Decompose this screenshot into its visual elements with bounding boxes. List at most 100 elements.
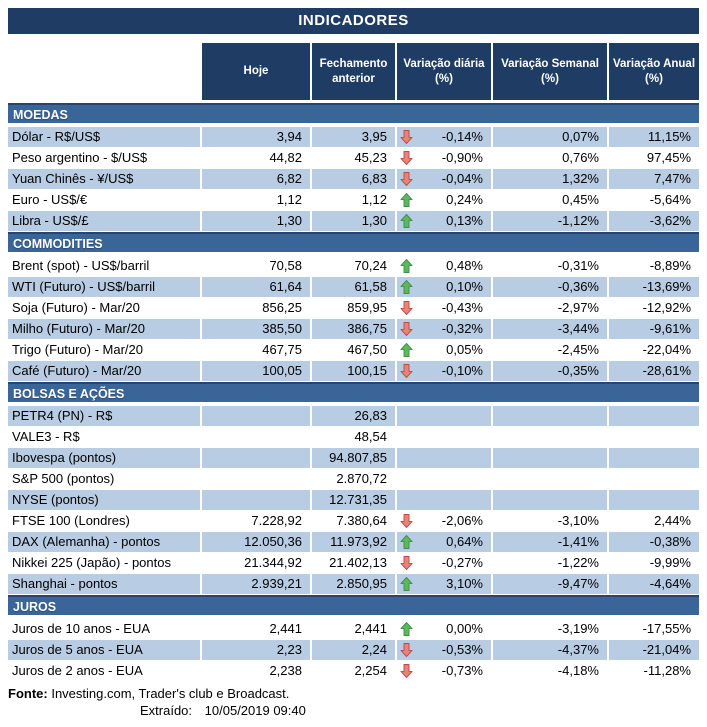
table-row: Trigo (Futuro) - Mar/20 467,75 467,50 0,05%… [8, 340, 699, 360]
row-label: Shanghai - pontos [8, 574, 200, 594]
variacao-diaria-cell: -2,06% [397, 511, 491, 531]
section-header-bolsas-e-acoes: BOLSAS E AÇÕES [8, 382, 699, 402]
hoje-value: 2,23 [202, 640, 310, 660]
variacao-diaria-cell [397, 427, 491, 447]
variacao-anual-value: -21,04% [609, 640, 699, 660]
variacao-diaria-cell: -0,73% [397, 661, 491, 681]
row-label: DAX (Alemanha) - pontos [8, 532, 200, 552]
fechamento-anterior-value: 94.807,85 [312, 448, 395, 468]
variacao-diaria-cell: -0,04% [397, 169, 491, 189]
fechamento-anterior-value: 1,12 [312, 190, 395, 210]
variacao-diaria-cell: -0,53% [397, 640, 491, 660]
variacao-semanal-value: 0,07% [493, 127, 607, 147]
trend-up-icon [400, 342, 413, 358]
fechamento-anterior-value: 2,441 [312, 619, 395, 639]
row-label: Ibovespa (pontos) [8, 448, 200, 468]
table-row: Soja (Futuro) - Mar/20 856,25 859,95 -0,43%… [8, 298, 699, 318]
variacao-diaria-value: 0,24% [446, 192, 483, 207]
table-row: Yuan Chinês - ¥/US$ 6,82 6,83 -0,04% 1,32% 7,… [8, 169, 699, 189]
trend-down-icon [400, 129, 413, 145]
table-row: Brent (spot) - US$/barril 70,58 70,24 0,48%… [8, 256, 699, 276]
variacao-diaria-cell [397, 490, 491, 510]
row-label: Peso argentino - $/US$ [8, 148, 200, 168]
hoje-value: 21.344,92 [202, 553, 310, 573]
row-label: Libra - US$/£ [8, 211, 200, 231]
hoje-value [202, 490, 310, 510]
fechamento-anterior-value: 45,23 [312, 148, 395, 168]
variacao-anual-value: -12,92% [609, 298, 699, 318]
hoje-value: 44,82 [202, 148, 310, 168]
variacao-semanal-value: -4,37% [493, 640, 607, 660]
table-row: Libra - US$/£ 1,30 1,30 0,13% -1,12% -3,62% [8, 211, 699, 231]
variacao-semanal-value: -0,35% [493, 361, 607, 381]
table-row: FTSE 100 (Londres) 7.228,92 7.380,64 -2,06%… [8, 511, 699, 531]
variacao-semanal-value: -3,19% [493, 619, 607, 639]
trend-up-icon [400, 192, 413, 208]
variacao-semanal-value: 0,45% [493, 190, 607, 210]
variacao-semanal-value: -0,31% [493, 256, 607, 276]
variacao-diaria-cell: 0,64% [397, 532, 491, 552]
variacao-diaria-value: -0,14% [441, 129, 483, 144]
variacao-diaria-value: 0,48% [446, 258, 483, 273]
hoje-value: 385,50 [202, 319, 310, 339]
table-header-row: Hoje Fechamento anterior Variação diária… [8, 43, 699, 100]
variacao-semanal-value: -1,22% [493, 553, 607, 573]
row-label: Juros de 5 anos - EUA [8, 640, 200, 660]
row-label: Juros de 2 anos - EUA [8, 661, 200, 681]
hoje-value: 61,64 [202, 277, 310, 297]
table-row: Milho (Futuro) - Mar/20 385,50 386,75 -0,32… [8, 319, 699, 339]
column-header-variacao-anual: Variação Anual (%) [609, 43, 699, 100]
variacao-anual-value: -3,62% [609, 211, 699, 231]
row-label: PETR4 (PN) - R$ [8, 406, 200, 426]
variacao-semanal-value [493, 406, 607, 426]
hoje-value: 2,441 [202, 619, 310, 639]
extracted-value: 10/05/2019 09:40 [204, 703, 306, 718]
fechamento-anterior-value: 859,95 [312, 298, 395, 318]
table-row: Ibovespa (pontos) 94.807,85 [8, 448, 699, 468]
variacao-semanal-value: -9,47% [493, 574, 607, 594]
variacao-diaria-cell: -0,10% [397, 361, 491, 381]
hoje-value: 856,25 [202, 298, 310, 318]
fechamento-anterior-value: 467,50 [312, 340, 395, 360]
hoje-value [202, 448, 310, 468]
variacao-anual-value: -8,89% [609, 256, 699, 276]
variacao-anual-value [609, 448, 699, 468]
variacao-diaria-cell: 0,24% [397, 190, 491, 210]
variacao-anual-value: -17,55% [609, 619, 699, 639]
row-label: Brent (spot) - US$/barril [8, 256, 200, 276]
row-label: Café (Futuro) - Mar/20 [8, 361, 200, 381]
variacao-diaria-cell [397, 448, 491, 468]
variacao-semanal-value: -2,45% [493, 340, 607, 360]
variacao-anual-value: -22,04% [609, 340, 699, 360]
variacao-diaria-value: -2,06% [441, 513, 483, 528]
variacao-diaria-value: 0,64% [446, 534, 483, 549]
fechamento-anterior-value: 70,24 [312, 256, 395, 276]
hoje-value: 1,30 [202, 211, 310, 231]
row-label: Dólar - R$/US$ [8, 127, 200, 147]
row-label: Soja (Futuro) - Mar/20 [8, 298, 200, 318]
variacao-diaria-value: -0,10% [441, 363, 483, 378]
variacao-anual-value: -28,61% [609, 361, 699, 381]
table-row: VALE3 - R$ 48,54 [8, 427, 699, 447]
variacao-diaria-value: 0,05% [446, 342, 483, 357]
section-header-juros: JUROS [8, 595, 699, 615]
section-title: COMMODITIES [13, 237, 103, 251]
section-header-moedas: MOEDAS [8, 103, 699, 123]
fechamento-anterior-value: 2,24 [312, 640, 395, 660]
variacao-diaria-cell: 0,10% [397, 277, 491, 297]
column-header-hoje: Hoje [202, 43, 310, 100]
row-label: FTSE 100 (Londres) [8, 511, 200, 531]
table-row: DAX (Alemanha) - pontos 12.050,36 11.973,9… [8, 532, 699, 552]
fechamento-anterior-value: 386,75 [312, 319, 395, 339]
section-title: BOLSAS E AÇÕES [13, 387, 125, 401]
variacao-diaria-value: 0,00% [446, 621, 483, 636]
table-row: NYSE (pontos) 12.731,35 [8, 490, 699, 510]
variacao-anual-value: 11,15% [609, 127, 699, 147]
table-row: Nikkei 225 (Japão) - pontos 21.344,92 21.4… [8, 553, 699, 573]
fechamento-anterior-value: 2.870,72 [312, 469, 395, 489]
row-label: Juros de 10 anos - EUA [8, 619, 200, 639]
variacao-diaria-value: -0,90% [441, 150, 483, 165]
trend-up-icon [400, 279, 413, 295]
table-row: WTI (Futuro) - US$/barril 61,64 61,58 0,10%… [8, 277, 699, 297]
hoje-value [202, 406, 310, 426]
